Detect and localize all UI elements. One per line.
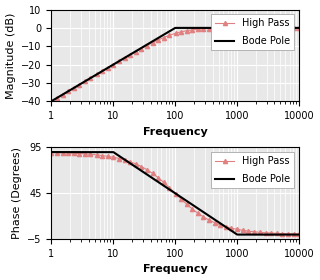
- Y-axis label: Phase (Degrees): Phase (Degrees): [12, 147, 22, 239]
- Line: High Pass: High Pass: [49, 26, 301, 103]
- Bode Pole: [297, 26, 301, 30]
- Bode Pole: [79, 82, 83, 85]
- Bode Pole: [174, 26, 178, 30]
- High Pass: [79, 82, 83, 85]
- Bode Pole: [206, 26, 210, 30]
- High Pass: [205, 27, 209, 30]
- Line: Bode Pole: Bode Pole: [51, 152, 299, 235]
- X-axis label: Frequency: Frequency: [143, 264, 208, 274]
- High Pass: [205, 217, 209, 221]
- Line: High Pass: High Pass: [49, 150, 301, 236]
- Y-axis label: Magnitude (dB): Magnitude (dB): [5, 12, 16, 99]
- High Pass: [228, 26, 232, 30]
- High Pass: [148, 170, 151, 173]
- High Pass: [297, 232, 301, 236]
- High Pass: [229, 26, 233, 30]
- High Pass: [228, 226, 232, 230]
- Bode Pole: [205, 213, 209, 216]
- Bode Pole: [148, 41, 151, 45]
- High Pass: [130, 161, 134, 164]
- Bode Pole: [297, 233, 301, 236]
- High Pass: [297, 26, 301, 30]
- Bode Pole: [236, 233, 240, 236]
- High Pass: [148, 43, 151, 46]
- High Pass: [229, 227, 233, 230]
- High Pass: [49, 151, 53, 154]
- X-axis label: Frequency: Frequency: [143, 127, 208, 137]
- Bode Pole: [230, 26, 234, 30]
- High Pass: [79, 152, 83, 155]
- Legend: High Pass, Bode Pole: High Pass, Bode Pole: [211, 152, 294, 188]
- High Pass: [130, 52, 134, 55]
- Bode Pole: [228, 228, 232, 232]
- Bode Pole: [229, 26, 233, 30]
- High Pass: [49, 100, 53, 103]
- Bode Pole: [79, 150, 83, 154]
- Bode Pole: [148, 174, 151, 178]
- Bode Pole: [49, 100, 53, 103]
- Legend: High Pass, Bode Pole: High Pass, Bode Pole: [211, 14, 294, 50]
- Bode Pole: [229, 229, 233, 232]
- Bode Pole: [49, 150, 53, 154]
- Line: Bode Pole: Bode Pole: [51, 28, 299, 101]
- Bode Pole: [130, 52, 134, 55]
- Bode Pole: [130, 163, 134, 166]
